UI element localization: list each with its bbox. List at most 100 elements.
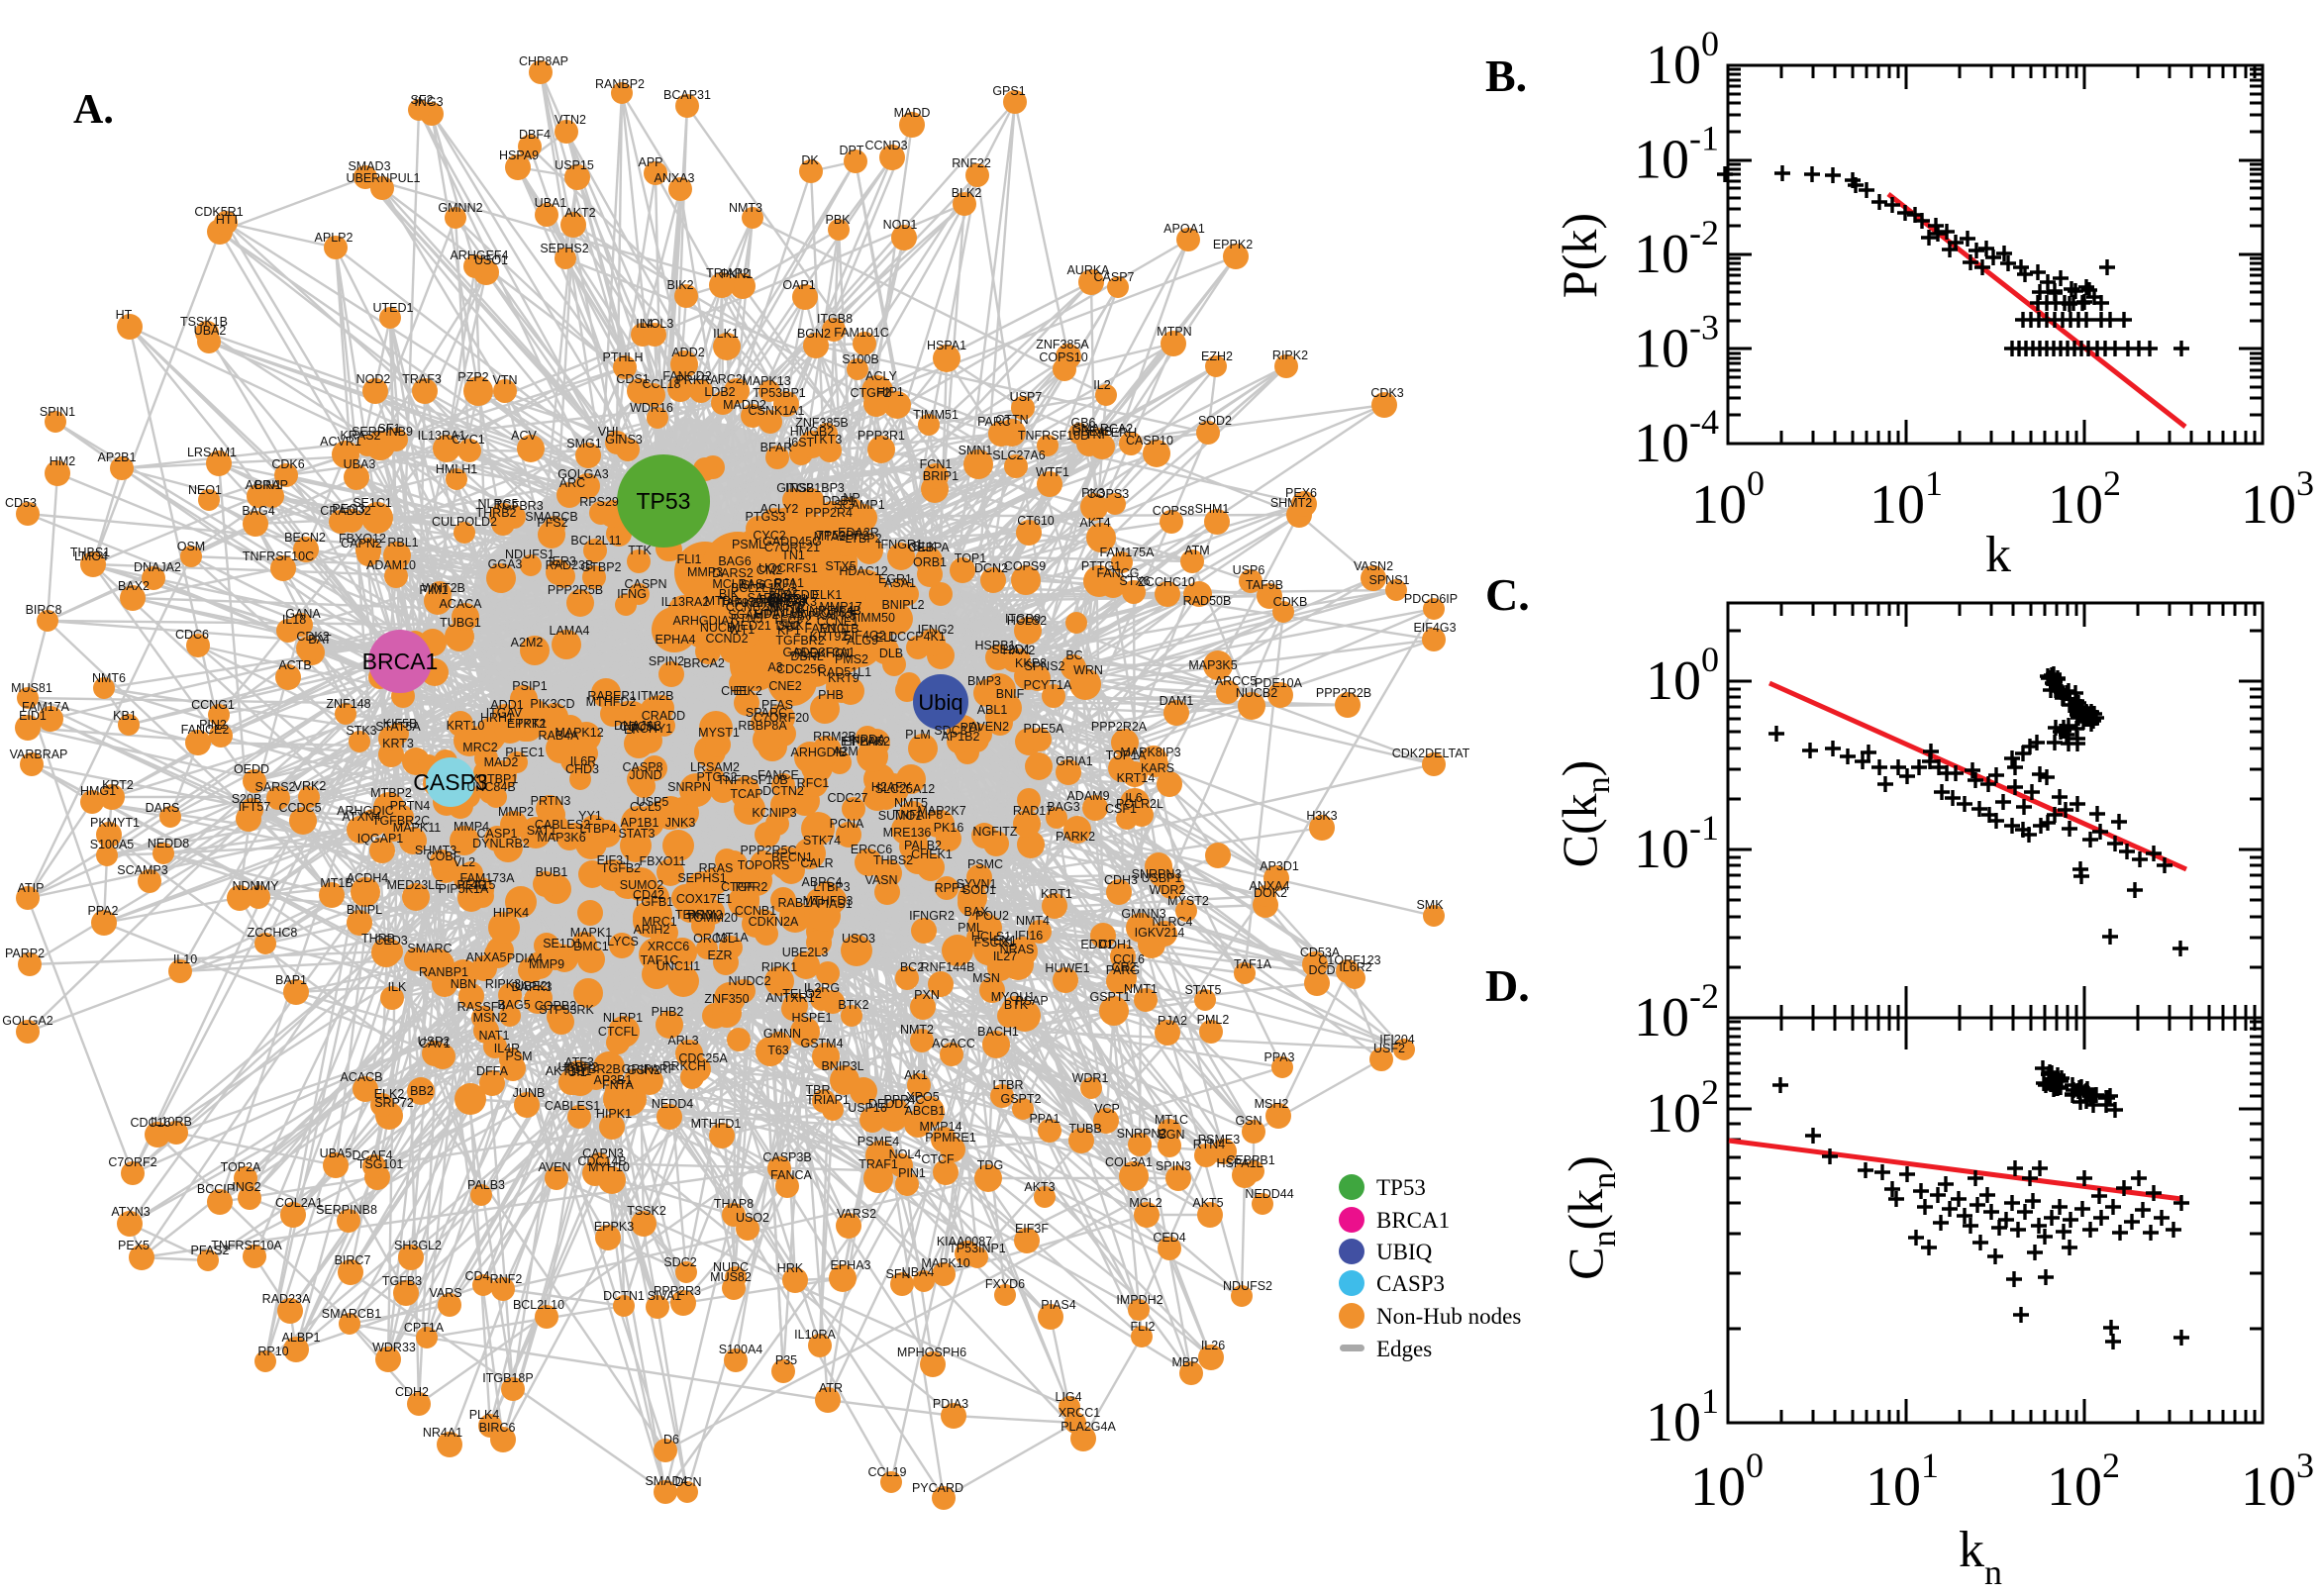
svg-text:MTHFD1: MTHFD1 [691,1117,742,1131]
svg-text:NUDC2: NUDC2 [728,974,770,988]
svg-text:PALB3: PALB3 [467,1178,505,1192]
svg-text:ZNF148: ZNF148 [326,697,370,711]
svg-text:CCDC5: CCDC5 [278,801,321,815]
svg-text:KARS: KARS [1141,761,1174,775]
svg-text:BCAP31: BCAP31 [663,88,711,102]
svg-text:SMK: SMK [1416,898,1444,912]
svg-text:PSMC: PSMC [967,857,1003,871]
svg-text:KP1: KP1 [777,624,801,638]
svg-text:ATXN3: ATXN3 [111,1205,150,1219]
svg-text:NMT3: NMT3 [729,201,762,215]
svg-text:ACACA: ACACA [439,597,482,611]
svg-text:NDUFS2: NDUFS2 [1223,1279,1272,1293]
svg-text:BAX2: BAX2 [118,579,150,593]
svg-text:k: k [1985,527,2011,583]
svg-text:OSM: OSM [177,540,205,553]
svg-text:BRCA1: BRCA1 [1376,1208,1450,1233]
svg-text:RAD51L1: RAD51L1 [818,665,871,679]
svg-text:CD4: CD4 [464,1269,489,1283]
svg-text:USP6: USP6 [1233,563,1265,577]
svg-text:VCP: VCP [1094,1102,1120,1116]
svg-text:RTN4: RTN4 [1193,1138,1225,1151]
svg-text:MUS81: MUS81 [11,681,52,695]
svg-text:TUBB: TUBB [1068,1122,1101,1136]
svg-text:PHB: PHB [818,688,844,702]
svg-text:EIF4G3: EIF4G3 [1413,621,1456,635]
svg-text:MMP2: MMP2 [498,805,534,819]
svg-text:ABPC4: ABPC4 [802,875,843,889]
svg-text:RNF22: RNF22 [952,156,991,170]
svg-text:DARS: DARS [146,801,180,815]
svg-text:C7ORF2: C7ORF2 [108,1155,156,1169]
svg-text:LRSAM1: LRSAM1 [187,446,237,459]
svg-text:PPA2: PPA2 [87,904,118,918]
svg-text:LDB2: LDB2 [704,385,735,399]
svg-text:GSTM4: GSTM4 [800,1037,843,1050]
svg-text:BNIPL: BNIPL [347,903,382,917]
svg-text:BAG5: BAG5 [497,998,530,1012]
svg-text:RTN5: RTN5 [731,612,762,626]
svg-text:CD53: CD53 [5,496,37,510]
svg-text:NLRC4: NLRC4 [1153,915,1193,929]
svg-text:AP3D1: AP3D1 [1260,859,1299,873]
svg-text:GOLGA3: GOLGA3 [557,467,608,481]
svg-text:GSN: GSN [1235,1114,1262,1128]
svg-text:RPS29: RPS29 [579,495,619,509]
svg-text:PZP2: PZP2 [457,370,488,384]
svg-text:UBA5: UBA5 [320,1147,353,1160]
svg-text:WTF1: WTF1 [1036,465,1069,479]
svg-text:SERPINB8: SERPINB8 [316,1203,377,1217]
svg-text:ATIP: ATIP [18,881,45,895]
svg-text:ACV: ACV [511,429,537,443]
svg-text:AVEN: AVEN [538,1160,570,1174]
svg-text:PPP2R2A: PPP2R2A [1091,720,1148,734]
svg-text:CTCF: CTCF [921,1152,955,1166]
svg-text:CASP8: CASP8 [623,760,663,774]
svg-text:ENG: ENG [819,622,846,636]
svg-text:CDK2DELTAT: CDK2DELTAT [1392,747,1470,760]
svg-text:PTGS3: PTGS3 [746,510,786,524]
svg-text:SPIN1: SPIN1 [40,405,75,419]
svg-text:CTGF: CTGF [721,880,755,894]
svg-text:IL10: IL10 [173,952,197,966]
svg-text:THBS1: THBS1 [70,546,110,559]
svg-text:TSSK1B: TSSK1B [180,315,228,329]
svg-text:PHB2: PHB2 [652,1005,684,1019]
svg-text:ATR: ATR [819,1381,843,1395]
svg-text:TTK: TTK [628,544,652,557]
svg-text:CED3: CED3 [374,934,407,948]
svg-text:CCND3: CCND3 [864,139,907,152]
svg-text:IL13RA2: IL13RA2 [661,595,710,609]
svg-text:ACACC: ACACC [932,1037,975,1050]
svg-text:IL2RG: IL2RG [804,981,840,995]
svg-text:TAF1B: TAF1B [767,602,805,616]
svg-text:IL26: IL26 [1201,1339,1225,1352]
svg-text:COPS8: COPS8 [1153,504,1194,518]
svg-text:NBN: NBN [451,977,476,991]
svg-text:CHP8AP: CHP8AP [519,54,568,68]
svg-text:ALBP1: ALBP1 [282,1331,321,1345]
svg-text:BIK2: BIK2 [666,278,693,292]
svg-text:ARHGDIA: ARHGDIA [673,614,731,628]
svg-text:DCCP4K1: DCCP4K1 [888,630,946,644]
svg-text:GINS2: GINS2 [776,481,814,495]
svg-text:PDE5A: PDE5A [1024,722,1065,736]
svg-text:APLP2: APLP2 [315,231,354,245]
svg-text:STAT3: STAT3 [618,827,655,841]
svg-text:DCAF4: DCAF4 [353,1148,393,1162]
svg-text:SNRPN2: SNRPN2 [1117,1127,1167,1141]
svg-text:EIF4G2: EIF4G2 [843,629,885,643]
svg-text:FXYD6: FXYD6 [985,1277,1025,1291]
svg-text:USP16: USP16 [848,1101,887,1115]
svg-text:TRAF3: TRAF3 [402,372,442,386]
svg-text:OEDD: OEDD [234,762,269,776]
svg-text:NMT1: NMT1 [1124,982,1158,996]
svg-text:SMARCB1: SMARCB1 [322,1307,381,1321]
svg-text:CCL6: CCL6 [1113,952,1145,966]
svg-text:MAPK1: MAPK1 [570,926,612,940]
svg-text:PK16: PK16 [934,821,964,835]
svg-text:RRM2: RRM2 [687,908,722,922]
svg-text:MPHOSPH6: MPHOSPH6 [897,1346,966,1359]
svg-text:ANXA3: ANXA3 [655,171,695,185]
svg-text:KRT3: KRT3 [382,737,414,750]
